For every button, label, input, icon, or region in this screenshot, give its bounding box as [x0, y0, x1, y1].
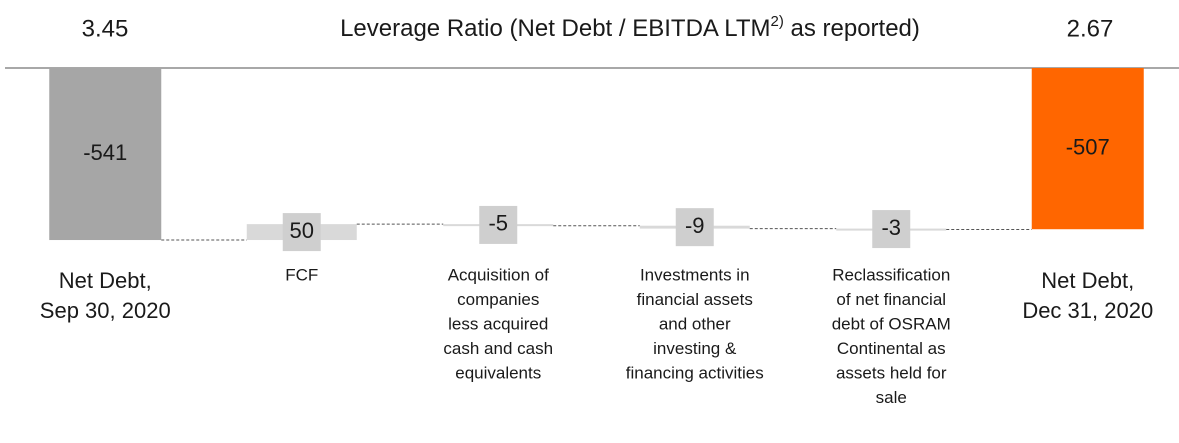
x-tick-label: companies [457, 290, 539, 309]
chart-title: Leverage Ratio (Net Debt / EBITDA LTM2) … [340, 13, 920, 42]
x-tick-label: assets held for [836, 363, 947, 382]
value-label: -5 [488, 211, 508, 236]
value-label: -9 [685, 213, 705, 238]
header-right: 2.67 [1067, 15, 1114, 42]
x-tick-label: financing activities [626, 363, 764, 382]
x-tick-label: Investments in [640, 265, 750, 284]
x-tick-label: Reclassification [832, 265, 950, 284]
x-tick-label: equivalents [455, 363, 541, 382]
x-tick-label: Sep 30, 2020 [40, 298, 171, 323]
x-tick-label: less acquired [448, 314, 548, 333]
bar [1031, 68, 1144, 230]
x-tick-label: FCF [285, 265, 318, 284]
value-label: -3 [881, 215, 901, 240]
x-tick-label: and other [659, 314, 731, 333]
bar [49, 68, 162, 241]
title-main: Leverage Ratio (Net Debt / EBITDA LTM [340, 15, 770, 42]
value-label-box [872, 210, 911, 249]
x-tick-label: debt of OSRAM [832, 314, 951, 333]
value-label-box [479, 205, 518, 244]
x-tick-label: financial assets [637, 290, 753, 309]
x-tick-label: investing & [653, 339, 737, 358]
x-tick-label: sale [876, 388, 907, 407]
title-superscript: 2) [770, 13, 783, 30]
title-suffix: as reported) [784, 15, 920, 42]
value-label-box [675, 208, 714, 247]
x-tick-label: Net Debt, [59, 268, 152, 293]
value-label: -541 [83, 140, 127, 165]
header-left: 3.45 [82, 15, 129, 42]
x-tick-label: Acquisition of [448, 265, 549, 284]
x-tick-label: Dec 31, 2020 [1022, 298, 1153, 323]
value-label: -507 [1066, 134, 1110, 159]
x-tick-label: of net financial [836, 290, 946, 309]
value-label-box [282, 213, 321, 252]
x-tick-label: Continental as [837, 339, 946, 358]
value-label: 50 [290, 218, 314, 243]
x-tick-label: cash and cash [443, 339, 553, 358]
x-tick-label: Net Debt, [1041, 268, 1134, 293]
